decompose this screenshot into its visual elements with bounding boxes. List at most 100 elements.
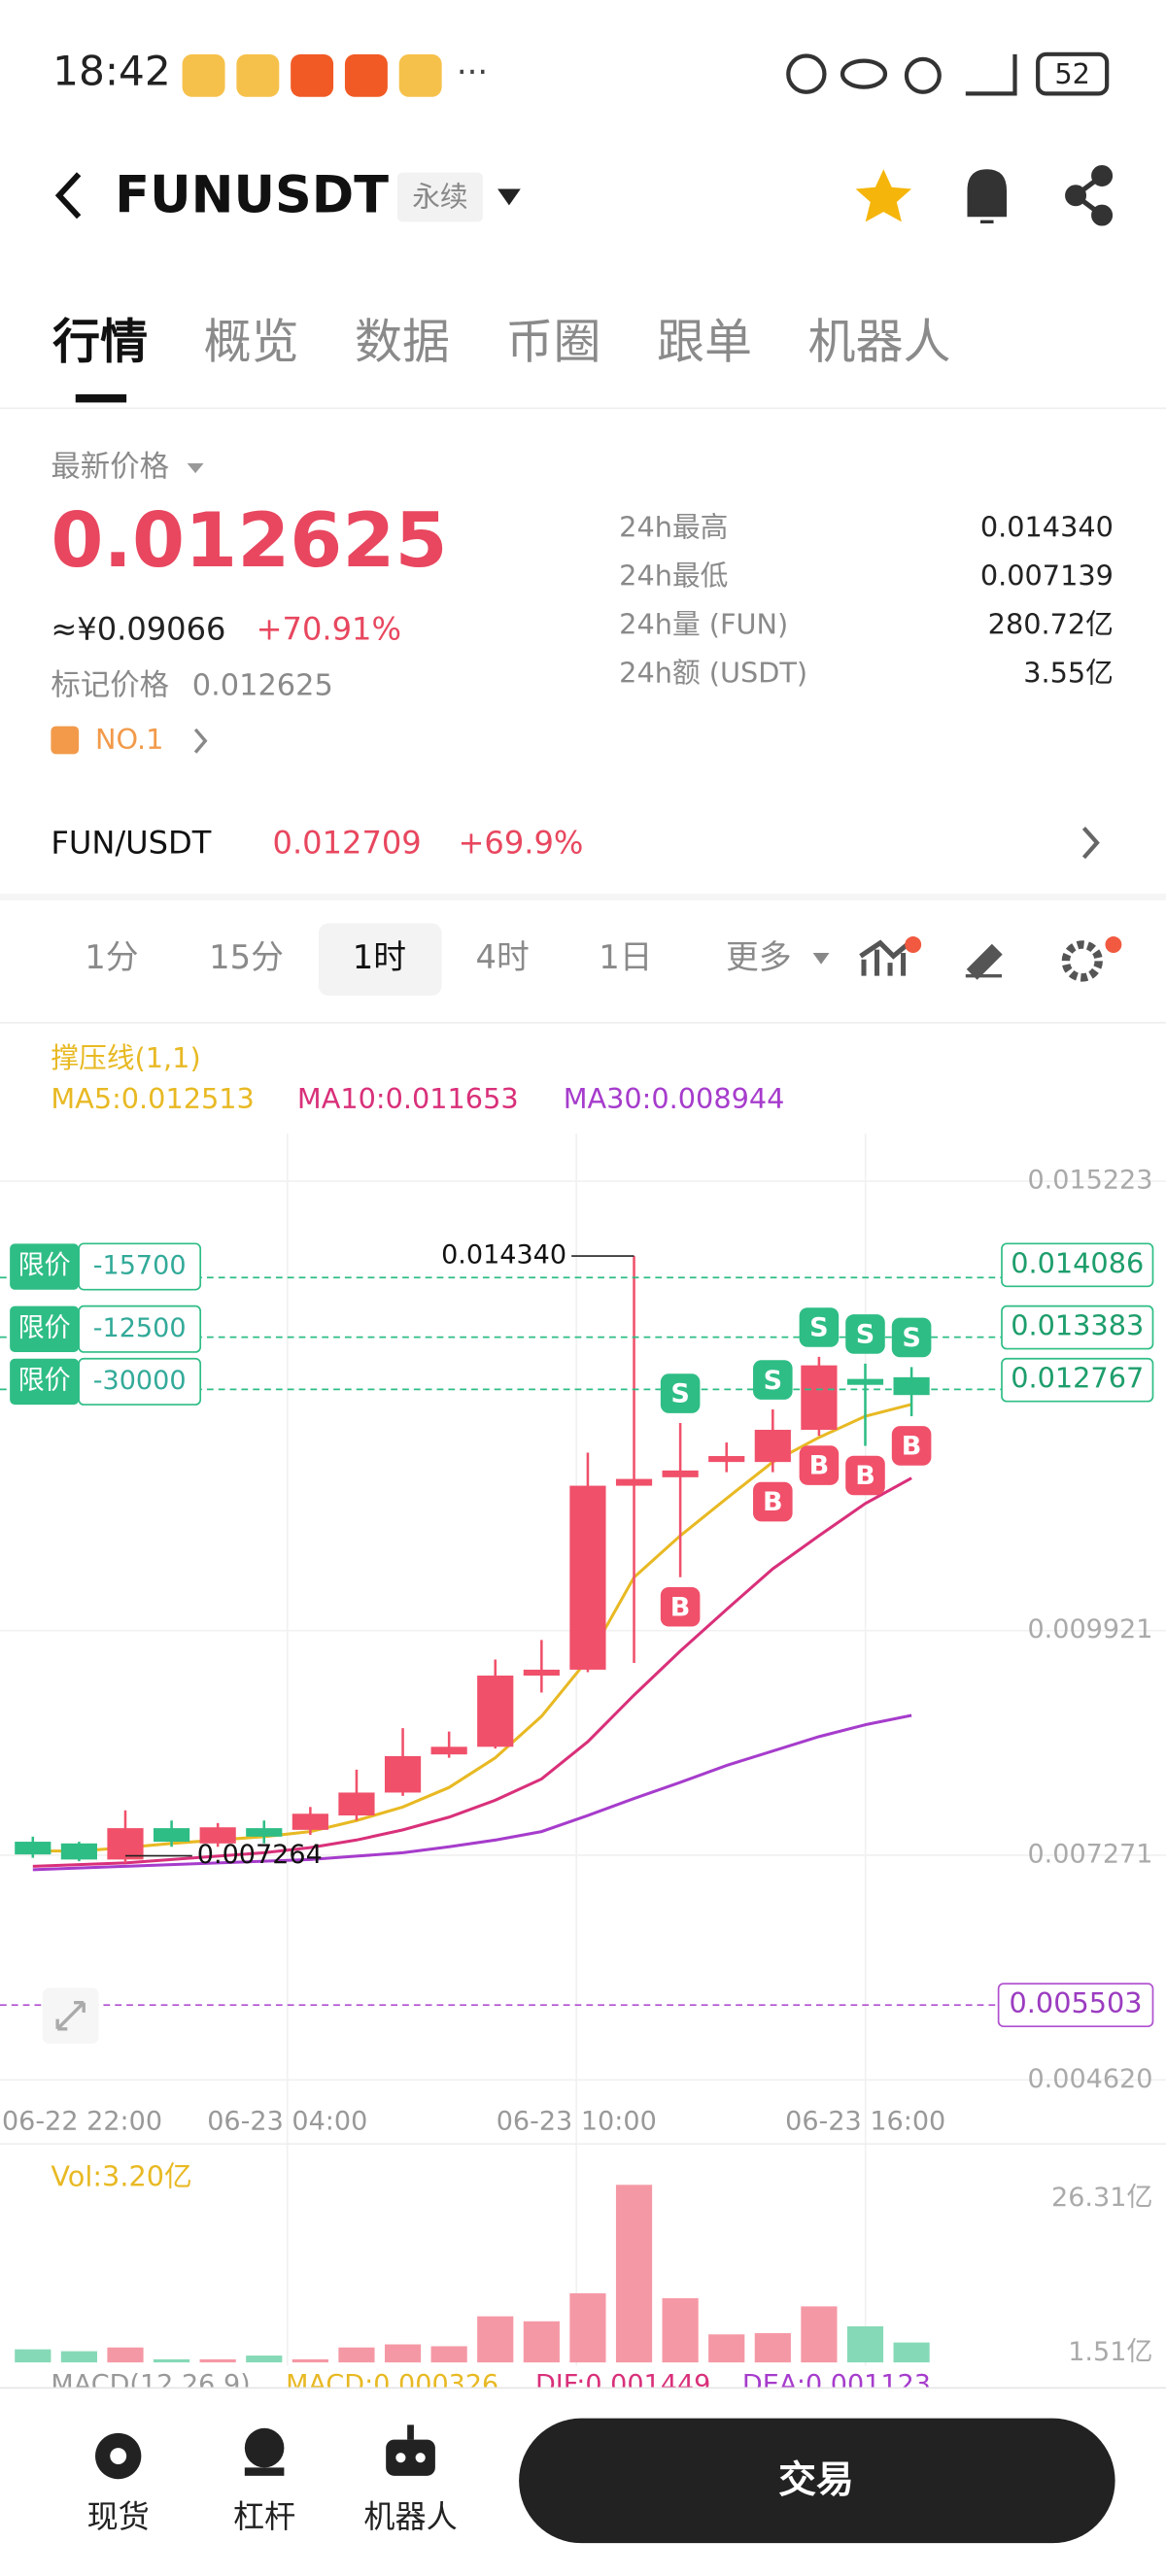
trade-label: S (670, 1379, 689, 1409)
tab[interactable]: 跟单 (657, 314, 752, 370)
order-type: 限价 (18, 1251, 71, 1281)
ma-line (32, 1403, 912, 1853)
order-type-bg (10, 1305, 80, 1352)
trade-marker (753, 1360, 793, 1400)
tag: 永续 (412, 181, 467, 214)
stat-value: 0.007139 (980, 559, 1114, 592)
tag-bg (397, 172, 483, 222)
order-qty-bg (78, 1242, 202, 1291)
candle-body (430, 1746, 467, 1755)
alert[interactable] (967, 169, 1008, 224)
candle-body (662, 1470, 699, 1477)
trade-marker (845, 1314, 885, 1354)
last-price: 0.012625 (51, 497, 447, 585)
order-type-bg (10, 1243, 80, 1290)
volume-bar (801, 2306, 838, 2363)
spot-arrow[interactable] (1081, 827, 1100, 860)
expand-icon (55, 2001, 86, 2031)
ma-label: MA10:0.011653 (297, 1082, 519, 1115)
rank-icon (51, 726, 80, 755)
spot-pair: FUN/USDT (51, 824, 211, 861)
stat-label: 24h额 (USDT) (619, 656, 807, 689)
y-tick-label: 0.004620 (1027, 2064, 1152, 2094)
tab[interactable]: 数据 (355, 314, 450, 370)
candle-body (615, 1478, 653, 1486)
battery: 52 (1054, 57, 1090, 90)
trade-label: B (809, 1451, 830, 1481)
x-tick-label: 06-23 10:00 (497, 2107, 657, 2137)
share[interactable] (1065, 164, 1114, 226)
order-qty: -30000 (93, 1366, 187, 1396)
trade-label: S (764, 1366, 782, 1396)
trade-label: S (856, 1320, 874, 1350)
tab[interactable]: 概览 (204, 314, 299, 370)
tab[interactable]: 币圈 (506, 314, 601, 370)
interval[interactable]: 更多 (726, 938, 792, 976)
indicator-button[interactable] (859, 936, 922, 976)
y-tick-label: 0.007271 (1027, 1839, 1152, 1869)
y-tick-label: 0.015223 (1027, 1166, 1152, 1196)
divider (0, 1022, 1166, 1024)
volume-bar (708, 2334, 745, 2363)
candle-body (754, 1429, 791, 1463)
back-button[interactable] (54, 172, 82, 220)
nav-bot[interactable]: 机器人 (363, 2498, 457, 2535)
svg-text:···: ··· (457, 53, 488, 91)
tab-indicator (75, 393, 127, 403)
trade-marker (891, 1426, 932, 1466)
rank: NO.1 (95, 723, 163, 756)
volume-bar (477, 2316, 514, 2363)
interval[interactable]: 1分 (85, 938, 138, 976)
trade-marker (753, 1481, 793, 1522)
candle-body (153, 1828, 190, 1843)
nav-margin[interactable]: 杠杆 (233, 2498, 295, 2535)
trade-label: B (763, 1487, 783, 1517)
vol-tick-label: 1.51亿 (1068, 2337, 1152, 2367)
candle-body (107, 1828, 144, 1860)
ma-label: MA30:0.008944 (564, 1082, 785, 1115)
trade-label: S (809, 1313, 828, 1343)
ma-line (32, 1713, 912, 1872)
draw-button[interactable] (965, 943, 1003, 980)
order-price: 0.012767 (1011, 1362, 1144, 1395)
stat-value: 3.55亿 (1023, 656, 1114, 689)
x-tick-label: 06-23 04:00 (207, 2107, 367, 2137)
favorite[interactable] (855, 169, 912, 222)
y-tick-label: 0.009921 (1027, 1614, 1152, 1644)
trade-label: S (902, 1323, 920, 1353)
order-price: 0.014086 (1011, 1246, 1144, 1279)
more-dropdown[interactable] (812, 952, 830, 965)
interval[interactable]: 4时 (476, 938, 530, 976)
high-label: 0.014340 (441, 1240, 566, 1271)
tab[interactable]: 行情 (52, 314, 148, 370)
rank-arrow[interactable] (193, 728, 208, 754)
stat-label: 24h最高 (619, 511, 728, 544)
volume-bar (569, 2292, 606, 2363)
candle-body (199, 1827, 236, 1844)
volume-bar (893, 2342, 930, 2363)
interval[interactable]: 15分 (209, 938, 284, 976)
interval[interactable]: 1时 (353, 938, 406, 976)
low-label: 0.007264 (197, 1840, 323, 1870)
tab[interactable]: 机器人 (808, 314, 951, 370)
interval[interactable]: 1日 (599, 938, 652, 976)
trade-label: B (902, 1432, 922, 1462)
candle-body (338, 1792, 375, 1816)
order-qty-bg (78, 1305, 202, 1353)
trade-button[interactable] (519, 2418, 1115, 2544)
vol-tick-label: 26.31亿 (1051, 2183, 1152, 2213)
settings-button[interactable] (1061, 936, 1122, 982)
stat-value: 280.72亿 (988, 607, 1114, 640)
trade-label[interactable]: 交易 (778, 2458, 854, 2502)
price-dropdown[interactable] (187, 462, 204, 474)
indicator-label: 撑压线(1,1) (51, 1041, 200, 1074)
order-qty: -12500 (93, 1313, 187, 1343)
order-type-bg (10, 1358, 80, 1406)
nav-spot[interactable]: 现货 (87, 2498, 150, 2535)
volume-bar (292, 2358, 328, 2363)
mark-price: 0.012625 (192, 668, 333, 702)
order-price-bg (1001, 1242, 1154, 1288)
symbol-dropdown[interactable] (497, 188, 521, 206)
